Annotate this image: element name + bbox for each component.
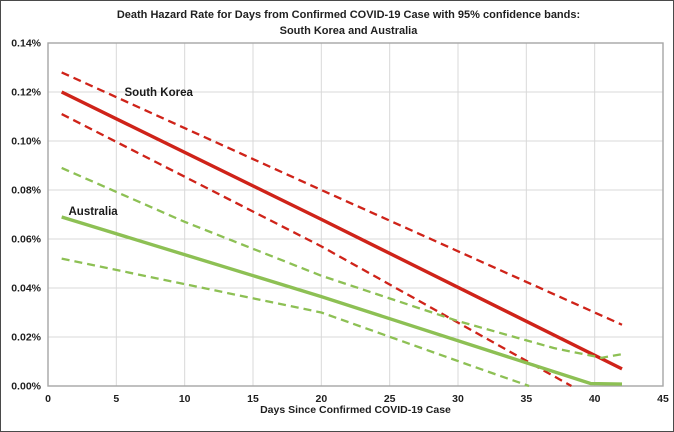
y-tick-label: 0.06%	[11, 234, 41, 246]
y-tick-label: 0.08%	[11, 185, 41, 197]
x-tick-label: 45	[657, 393, 669, 405]
y-tick-label: 0.12%	[11, 87, 41, 99]
x-tick-label: 30	[452, 393, 464, 405]
chart-title-line1: Death Hazard Rate for Days from Confirme…	[116, 9, 581, 21]
chart-title-line2: South Korea and Australia	[279, 25, 418, 37]
series-line-australia-upper-95-ci	[61, 166, 623, 359]
series-line-south-korea-lower-95-ci	[61, 113, 572, 388]
x-tick-label: 35	[520, 393, 532, 405]
x-tick-label: 5	[113, 393, 119, 405]
x-tick-label: 0	[45, 393, 51, 405]
series-label-south-korea: South Korea	[125, 87, 194, 99]
y-tick-label: 0.00%	[11, 381, 41, 393]
x-tick-label: 15	[247, 393, 259, 405]
y-tick-label: 0.02%	[11, 332, 41, 344]
series-label-australia: Australia	[68, 206, 118, 218]
series-line-south-korea-upper-95-ci	[61, 71, 623, 326]
series-line-australia	[61, 215, 623, 386]
x-tick-label: 25	[384, 393, 396, 405]
x-tick-label: 40	[589, 393, 601, 405]
plot-border	[47, 42, 664, 387]
x-tick-label: 10	[179, 393, 191, 405]
x-tick-label: 20	[315, 393, 327, 405]
y-tick-label: 0.10%	[11, 136, 41, 148]
y-tick-label: 0.14%	[11, 38, 41, 50]
chart-title: Death Hazard Rate for Days from Confirme…	[41, 7, 656, 39]
series-line-south-korea	[60, 90, 623, 371]
series-line-australia-lower-95-ci	[61, 257, 530, 388]
x-axis-label: Days Since Confirmed COVID-19 Case	[260, 404, 451, 416]
y-tick-label: 0.04%	[11, 283, 41, 295]
